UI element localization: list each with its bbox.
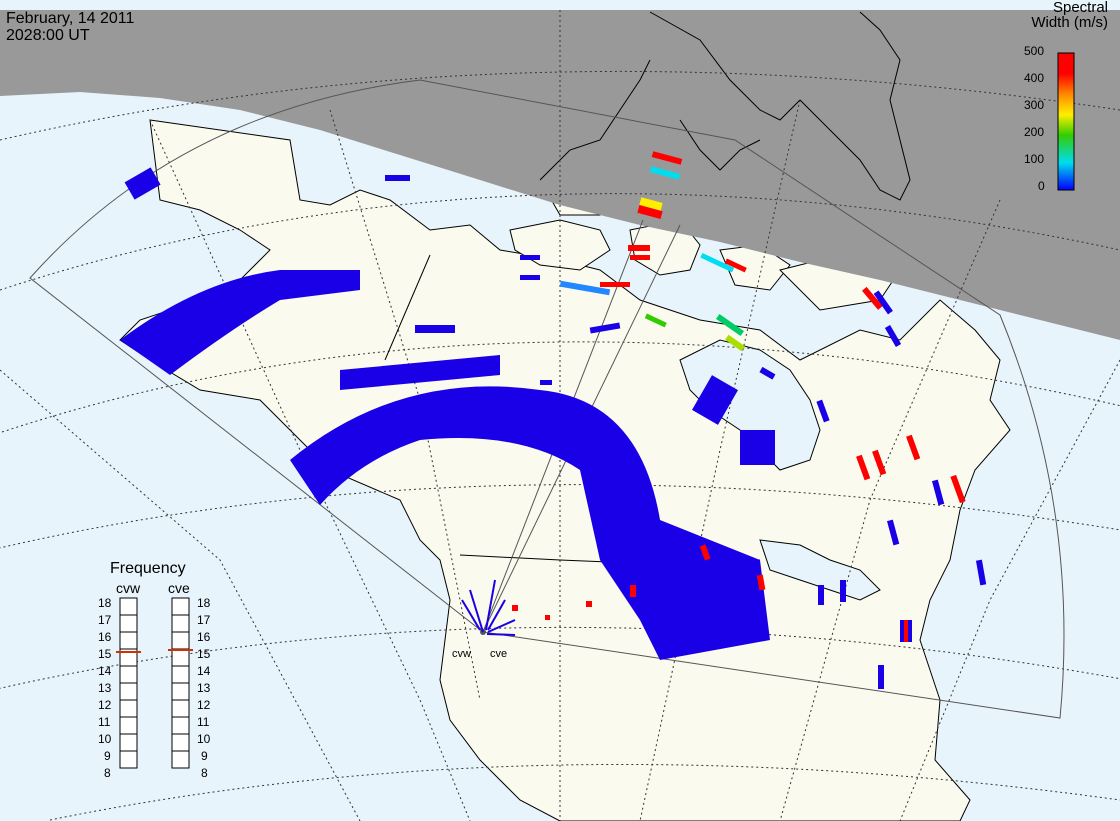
frequency-scale-boxes bbox=[116, 597, 193, 769]
legend-title-line1: Spectral bbox=[1052, 0, 1108, 16]
freq-tick: 14 bbox=[98, 664, 112, 678]
freq-tick: 13 bbox=[197, 681, 211, 695]
freq-tick: 10 bbox=[197, 732, 211, 746]
frequency-radar-label: cve bbox=[168, 580, 190, 596]
freq-tick: 10 bbox=[98, 732, 112, 746]
scattered-blue-cells bbox=[415, 255, 987, 689]
legend-tick: 200 bbox=[1024, 125, 1045, 139]
freq-tick: 14 bbox=[197, 664, 211, 678]
freq-tick: 17 bbox=[197, 613, 211, 627]
radar-sites bbox=[461, 579, 516, 636]
great-lakes bbox=[759, 539, 881, 601]
time-label: 2028:00 UT bbox=[6, 27, 90, 44]
frequency-title: Frequency bbox=[110, 560, 186, 577]
freq-tick: 9 bbox=[201, 749, 208, 763]
freq-tick: 18 bbox=[197, 596, 211, 610]
freq-tick: 12 bbox=[98, 698, 112, 712]
freq-tick: 8 bbox=[201, 766, 208, 780]
legend-tick: 500 bbox=[1024, 44, 1045, 58]
coordinate-grid bbox=[0, 10, 1120, 821]
freq-tick: 11 bbox=[197, 715, 210, 729]
date-label: February, 14 2011 bbox=[6, 10, 135, 27]
legend-tick: 100 bbox=[1024, 152, 1045, 166]
spectral-width-colorbar bbox=[1057, 52, 1075, 191]
legend-title-line2: Width (m/s) bbox=[1031, 14, 1108, 31]
frequency-radar-label: cvw bbox=[116, 580, 141, 596]
land-masses bbox=[119, 119, 1011, 821]
freq-tick: 16 bbox=[197, 630, 211, 644]
range-cells bbox=[512, 151, 966, 642]
freq-tick: 12 bbox=[197, 698, 211, 712]
freq-tick: 16 bbox=[98, 630, 112, 644]
legend-tick: 400 bbox=[1024, 71, 1045, 85]
site-label-cvw: cvw bbox=[452, 648, 471, 660]
timestamp-header: February, 14 2011 2028:00 UT bbox=[6, 10, 134, 44]
freq-tick: 11 bbox=[98, 715, 111, 729]
scatter-main-arc bbox=[120, 167, 770, 660]
legend-title: Spectral Width (m/s) bbox=[998, 0, 1108, 30]
night-land-outlines bbox=[539, 11, 911, 201]
legend-tick: 0 bbox=[1038, 179, 1045, 193]
freq-tick: 18 bbox=[98, 596, 112, 610]
freq-tick: 13 bbox=[98, 681, 112, 695]
freq-tick: 9 bbox=[104, 749, 111, 763]
legend-tick: 300 bbox=[1024, 98, 1045, 112]
site-label-cve: cve bbox=[490, 648, 508, 660]
freq-tick: 15 bbox=[197, 647, 211, 661]
freq-tick: 8 bbox=[104, 766, 111, 780]
freq-tick: 15 bbox=[98, 647, 112, 661]
freq-tick: 17 bbox=[98, 613, 112, 627]
